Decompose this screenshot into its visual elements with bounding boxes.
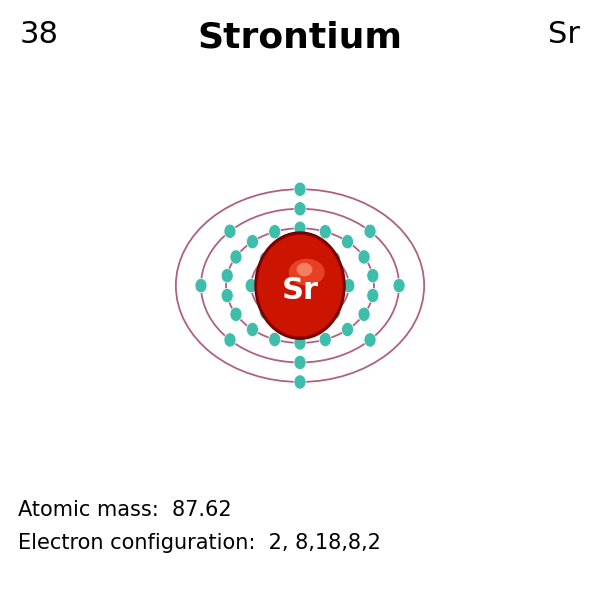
Ellipse shape bbox=[329, 305, 341, 320]
Text: Strontium: Strontium bbox=[197, 20, 403, 54]
Ellipse shape bbox=[364, 333, 376, 347]
Text: Atomic mass:  87.62: Atomic mass: 87.62 bbox=[18, 500, 232, 520]
Ellipse shape bbox=[294, 260, 306, 274]
Ellipse shape bbox=[230, 307, 242, 321]
Ellipse shape bbox=[289, 259, 325, 286]
Ellipse shape bbox=[358, 307, 370, 321]
Text: Sr: Sr bbox=[548, 20, 580, 49]
Ellipse shape bbox=[269, 224, 281, 239]
Ellipse shape bbox=[393, 278, 405, 293]
Ellipse shape bbox=[259, 305, 271, 320]
Ellipse shape bbox=[224, 333, 236, 347]
Ellipse shape bbox=[294, 182, 306, 196]
Ellipse shape bbox=[343, 278, 355, 293]
Text: Sr: Sr bbox=[281, 277, 319, 305]
Ellipse shape bbox=[319, 224, 331, 239]
Ellipse shape bbox=[221, 268, 233, 283]
Ellipse shape bbox=[224, 224, 236, 239]
Ellipse shape bbox=[329, 252, 341, 266]
Ellipse shape bbox=[364, 224, 376, 239]
Ellipse shape bbox=[245, 278, 257, 293]
Ellipse shape bbox=[257, 234, 343, 336]
Ellipse shape bbox=[195, 278, 207, 293]
Ellipse shape bbox=[294, 240, 306, 255]
Ellipse shape bbox=[255, 232, 345, 339]
Ellipse shape bbox=[367, 289, 379, 303]
Ellipse shape bbox=[367, 268, 379, 283]
Ellipse shape bbox=[247, 322, 259, 337]
Ellipse shape bbox=[259, 252, 271, 266]
Text: Electron configuration:  2, 8,18,8,2: Electron configuration: 2, 8,18,8,2 bbox=[18, 533, 381, 553]
Text: 38: 38 bbox=[20, 20, 59, 49]
Ellipse shape bbox=[269, 333, 281, 347]
Ellipse shape bbox=[319, 333, 331, 347]
Ellipse shape bbox=[358, 250, 370, 264]
Ellipse shape bbox=[341, 234, 353, 249]
Ellipse shape bbox=[294, 202, 306, 216]
Ellipse shape bbox=[294, 317, 306, 331]
Ellipse shape bbox=[296, 263, 313, 276]
Ellipse shape bbox=[294, 336, 306, 350]
Ellipse shape bbox=[294, 297, 306, 311]
Ellipse shape bbox=[294, 375, 306, 389]
Ellipse shape bbox=[230, 250, 242, 264]
Ellipse shape bbox=[294, 355, 306, 369]
Ellipse shape bbox=[294, 221, 306, 236]
Ellipse shape bbox=[221, 289, 233, 303]
Ellipse shape bbox=[341, 322, 353, 337]
Ellipse shape bbox=[247, 234, 259, 249]
